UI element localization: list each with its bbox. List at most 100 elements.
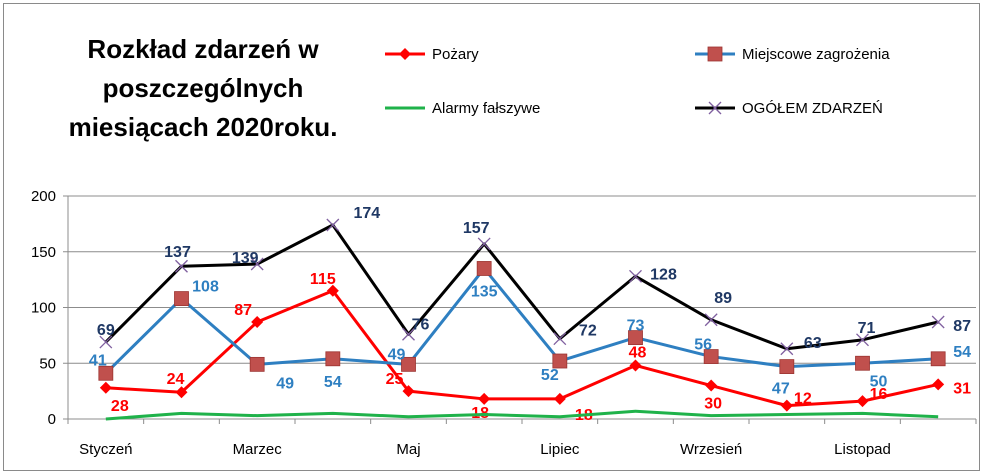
data-point-og-em-zdarze- — [250, 257, 264, 271]
x-tick-label: Marzec — [233, 441, 283, 458]
data-label-po-ary: 87 — [234, 302, 252, 319]
chart-title: Rozkład zdarzeń w poszczególnych miesiącac… — [69, 34, 338, 142]
data-point-og-em-zdarze--stroke — [629, 269, 642, 283]
data-label-miejscowe-zagro-enia: 49 — [276, 375, 294, 392]
chart-title-line-1: Rozkład zdarzeń w — [87, 34, 319, 64]
data-label-miejscowe-zagro-enia: 50 — [870, 373, 888, 390]
data-point-miejscowe-zagro-enia — [552, 353, 568, 369]
data-point-po-ary — [705, 379, 718, 392]
data-label-po-ary: 48 — [629, 344, 647, 361]
data-point-og-em-zdarze- — [780, 342, 794, 356]
x-tick-label: Lipiec — [540, 441, 580, 458]
series-alarmy-fa-szywe — [105, 409, 939, 421]
legend-item-alarmy-fa-szywe: Alarmy fałszywe — [385, 100, 540, 117]
data-point-miejscowe-zagro-enia — [703, 349, 719, 364]
data-point-po-ary — [326, 284, 339, 297]
data-label-og-em-zdarze-: 87 — [953, 318, 971, 335]
plot-area: 0 50 100 150 200 Styczeń Marzec Maj Lipiec Wrzesi… — [31, 188, 977, 458]
data-label-po-ary: 28 — [111, 398, 129, 415]
data-label-po-ary: 31 — [953, 380, 971, 397]
data-label-og-em-zdarze-: 69 — [97, 322, 115, 339]
series-og-em-zdarze-: 69 137 139 174 76 157 72 128 89 63 71 87 — [97, 205, 971, 356]
y-tick-label: 200 — [31, 188, 56, 205]
data-label-og-em-zdarze-: 139 — [232, 250, 259, 267]
data-point-og-em-zdarze--stroke — [175, 259, 188, 273]
legend-marker — [707, 46, 723, 62]
data-label-og-em-zdarze-: 89 — [714, 290, 732, 307]
data-point-og-em-zdarze--stroke — [704, 313, 718, 327]
legend-item-og-em-zdarze-: OGÓŁEM ZDARZEŃ — [695, 100, 883, 117]
chart-legend: Pożary Miejscowe zagrożenia Alarmy fałszyw… — [385, 46, 890, 117]
data-label-miejscowe-zagro-enia: 73 — [627, 318, 645, 335]
data-point-og-em-zdarze--stroke — [780, 342, 794, 356]
legend-label: Miejscowe zagrożenia — [742, 46, 890, 63]
data-point-og-em-zdarze- — [931, 315, 945, 329]
data-point-miejscowe-zagro-enia — [401, 356, 416, 372]
y-tick-label: 100 — [31, 300, 56, 317]
legend-label: Alarmy fałszywe — [432, 100, 540, 117]
series-line-miejscowe-zagro-enia — [104, 266, 939, 375]
data-point-po-ary — [553, 392, 566, 405]
data-label-og-em-zdarze-: 174 — [353, 205, 380, 222]
data-label-og-em-zdarze-: 157 — [463, 220, 490, 237]
data-point-og-em-zdarze--stroke — [856, 333, 869, 347]
data-label-miejscowe-zagro-enia: 56 — [694, 337, 712, 354]
data-point-og-em-zdarze- — [326, 218, 340, 232]
data-point-po-ary — [99, 381, 112, 394]
legend-item-miejscowe-zagro-enia: Miejscowe zagrożenia — [695, 46, 890, 63]
data-point-og-em-zdarze--stroke — [477, 237, 491, 251]
data-point-po-ary — [478, 392, 491, 405]
data-point-og-em-zdarze- — [175, 259, 188, 273]
data-point-og-em-zdarze- — [99, 335, 113, 349]
data-label-po-ary: 25 — [386, 371, 404, 388]
data-label-og-em-zdarze-: 137 — [164, 244, 191, 261]
data-label-og-em-zdarze-: 71 — [858, 320, 876, 337]
data-label-miejscowe-zagro-enia: 49 — [388, 346, 406, 363]
x-tick-label: Listopad — [834, 441, 891, 458]
data-point-po-ary — [629, 359, 642, 372]
data-point-og-em-zdarze--stroke — [250, 257, 264, 271]
data-point-miejscowe-zagro-enia — [249, 356, 265, 372]
data-point-po-ary — [251, 315, 264, 328]
data-label-po-ary: 12 — [794, 391, 812, 408]
data-point-og-em-zdarze--stroke — [553, 332, 567, 346]
data-point-og-em-zdarze- — [402, 327, 415, 341]
data-point-og-em-zdarze--stroke — [99, 335, 113, 349]
data-point-miejscowe-zagro-enia — [325, 351, 341, 367]
data-point-og-em-zdarze- — [477, 237, 491, 251]
data-point-og-em-zdarze- — [553, 332, 567, 346]
data-point-miejscowe-zagro-enia — [628, 330, 643, 346]
data-point-po-ary — [856, 395, 869, 408]
data-point-og-em-zdarze- — [856, 333, 869, 347]
data-label-po-ary: 24 — [167, 371, 185, 388]
legend-marker — [399, 48, 411, 60]
data-point-miejscowe-zagro-enia — [174, 291, 189, 306]
data-point-miejscowe-zagro-enia — [476, 261, 492, 276]
data-point-og-em-zdarze--stroke — [931, 315, 945, 329]
x-tick-label: Maj — [396, 441, 420, 458]
legend-marker — [708, 101, 722, 115]
y-tick-label: 50 — [39, 355, 56, 372]
data-point-og-em-zdarze--stroke — [402, 327, 415, 341]
x-tick-label: Wrzesień — [680, 441, 742, 458]
data-label-miejscowe-zagro-enia: 47 — [772, 381, 790, 398]
data-label-po-ary: 16 — [870, 386, 888, 403]
data-label-miejscowe-zagro-enia: 41 — [89, 352, 107, 369]
data-label-miejscowe-zagro-enia: 52 — [541, 367, 559, 384]
data-label-og-em-zdarze-: 72 — [579, 323, 597, 340]
series-line-alarmy-fa-szywe — [105, 409, 939, 421]
data-point-po-ary — [402, 385, 415, 398]
series-line-og-em-zdarze- — [104, 223, 939, 351]
series-line-po-ary — [105, 289, 939, 408]
data-point-miejscowe-zagro-enia — [855, 355, 870, 371]
x-tick-label: Styczeń — [79, 441, 132, 458]
data-point-og-em-zdarze- — [704, 313, 718, 327]
data-point-po-ary — [175, 386, 188, 399]
data-label-miejscowe-zagro-enia: 54 — [324, 374, 342, 391]
y-tick-label: 150 — [31, 244, 56, 261]
chart-title-line-3: miesiącach 2020roku. — [69, 112, 338, 142]
data-point-og-em-zdarze--stroke — [326, 218, 340, 232]
data-label-miejscowe-zagro-enia: 54 — [953, 344, 971, 361]
